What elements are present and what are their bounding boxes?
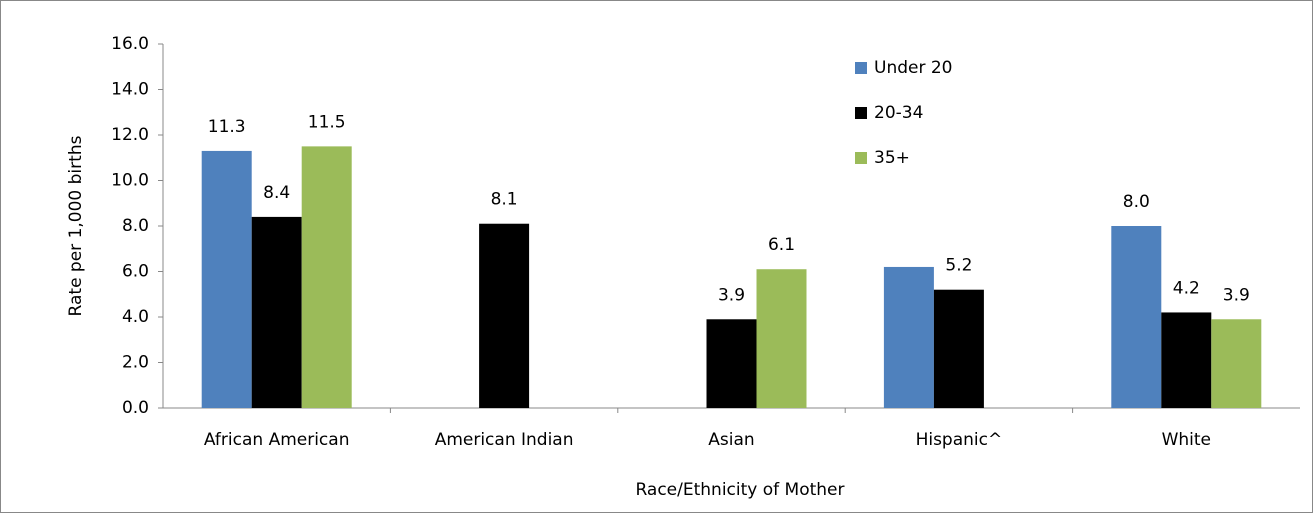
data-label: 8.0 xyxy=(1123,192,1150,212)
y-tick-label: 12.0 xyxy=(111,125,149,145)
x-tick-label: Hispanic^ xyxy=(916,430,1003,450)
bar xyxy=(301,146,352,408)
data-label: 4.2 xyxy=(1173,278,1200,298)
y-tick-label: 14.0 xyxy=(111,80,149,100)
bar xyxy=(933,289,984,408)
x-tick-label: American Indian xyxy=(435,430,574,450)
data-label: 8.1 xyxy=(491,190,518,210)
y-axis-title: Rate per 1,000 births xyxy=(66,135,86,316)
data-label: 6.1 xyxy=(768,235,795,255)
bar xyxy=(706,319,757,408)
bar xyxy=(756,269,807,408)
data-label: 3.9 xyxy=(1223,285,1250,305)
y-tick-label: 0.0 xyxy=(122,398,149,418)
legend-label: 20-34 xyxy=(874,103,923,123)
legend-swatch xyxy=(855,152,867,164)
legend-swatch xyxy=(855,62,867,74)
legend-label: Under 20 xyxy=(874,58,953,78)
y-tick-label: 4.0 xyxy=(122,307,149,327)
bar xyxy=(1111,226,1162,408)
bar xyxy=(1161,312,1212,408)
x-axis-title: Race/Ethnicity of Mother xyxy=(635,480,844,500)
y-tick-label: 2.0 xyxy=(122,353,149,373)
bar xyxy=(883,266,934,408)
legend-swatch xyxy=(855,107,867,119)
y-tick-label: 6.0 xyxy=(122,262,149,282)
y-tick-label: 8.0 xyxy=(122,216,149,236)
bar xyxy=(251,216,302,408)
data-label: 11.3 xyxy=(208,117,246,137)
x-tick-label: African American xyxy=(204,430,350,450)
bar xyxy=(479,223,530,408)
data-label: 5.2 xyxy=(945,256,972,276)
x-tick-label: Asian xyxy=(708,430,754,450)
x-tick-label: White xyxy=(1162,430,1211,450)
data-label: 11.5 xyxy=(308,112,346,132)
data-label: 8.4 xyxy=(263,183,290,203)
y-tick-label: 10.0 xyxy=(111,171,149,191)
legend-label: 35+ xyxy=(874,148,910,168)
bar xyxy=(201,150,252,409)
y-tick-label: 16.0 xyxy=(111,34,149,54)
bar xyxy=(1211,319,1262,408)
data-label: 3.9 xyxy=(718,285,745,305)
